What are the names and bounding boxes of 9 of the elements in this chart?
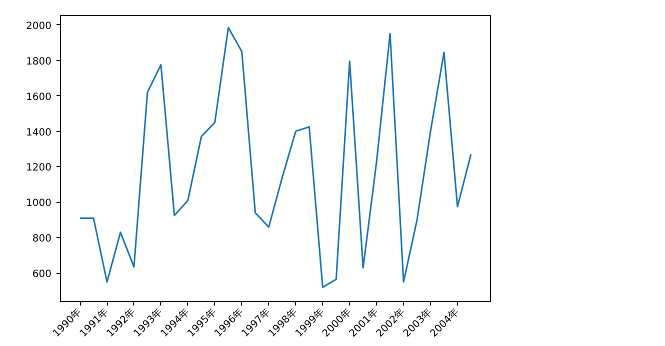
y-tick-label: 1200 — [26, 162, 52, 174]
y-tick-label: 1600 — [26, 92, 52, 103]
y-tick-label: 1400 — [26, 127, 52, 138]
y-tick-label: 2000 — [26, 20, 52, 32]
line-series — [79, 26, 472, 288]
y-tick-label: 600 — [32, 269, 52, 280]
y-tick-label: 1800 — [26, 56, 52, 68]
y-tick-label: 800 — [32, 234, 52, 245]
y-tick-label: 1000 — [26, 198, 52, 210]
